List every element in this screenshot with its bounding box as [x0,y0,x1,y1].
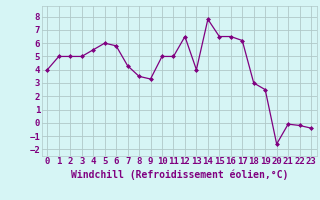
X-axis label: Windchill (Refroidissement éolien,°C): Windchill (Refroidissement éolien,°C) [70,169,288,180]
